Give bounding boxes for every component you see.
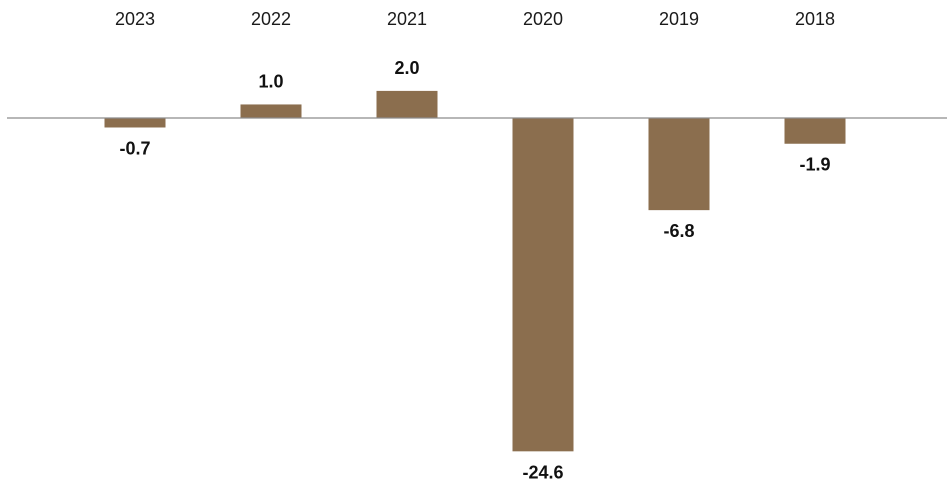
value-label-2018: -1.9 xyxy=(799,155,830,175)
bar-2023 xyxy=(104,118,166,128)
bars xyxy=(104,90,846,452)
bar-2019 xyxy=(648,118,710,211)
category-label-2019: 2019 xyxy=(659,9,699,29)
value-labels: -0.7 1.0 2.0 -24.6 -6.8 -1.9 xyxy=(119,58,830,482)
value-label-2019: -6.8 xyxy=(663,221,694,241)
category-label-2020: 2020 xyxy=(523,9,563,29)
bar-2022 xyxy=(240,104,302,118)
category-label-2021: 2021 xyxy=(387,9,427,29)
category-label-2018: 2018 xyxy=(795,9,835,29)
category-labels: 2023 2022 2021 2020 2019 2018 xyxy=(115,9,835,29)
value-label-2021: 2.0 xyxy=(394,58,419,78)
value-label-2023: -0.7 xyxy=(119,138,150,158)
bar-2021 xyxy=(376,90,438,118)
bar-2020 xyxy=(512,118,574,452)
category-label-2022: 2022 xyxy=(251,9,291,29)
category-label-2023: 2023 xyxy=(115,9,155,29)
value-label-2022: 1.0 xyxy=(258,71,283,91)
value-label-2020: -24.6 xyxy=(522,462,563,482)
bar-2018 xyxy=(784,118,846,144)
